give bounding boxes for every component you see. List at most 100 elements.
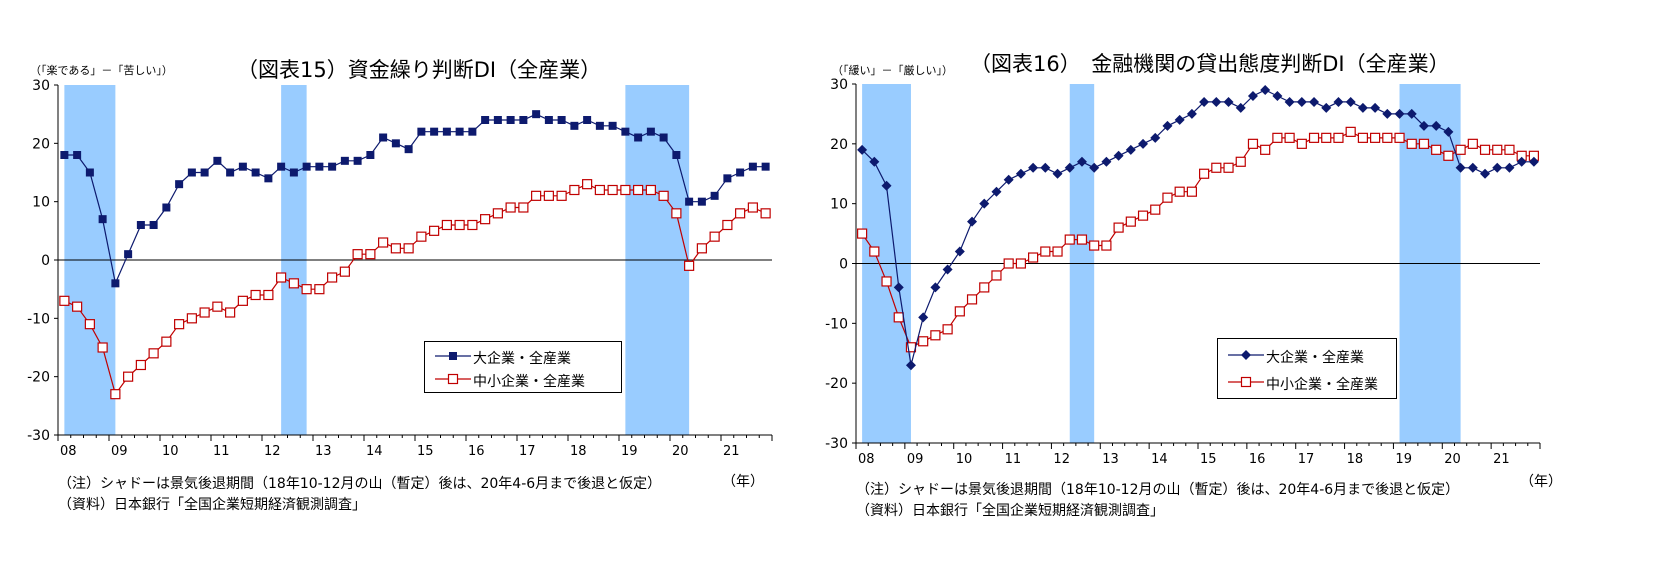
data-point bbox=[1101, 240, 1112, 251]
chart-source: （資料）日本銀行「全国企業短期経済観測調査」 bbox=[856, 503, 1164, 519]
data-point bbox=[954, 246, 965, 257]
data-point bbox=[1357, 132, 1368, 143]
data-point bbox=[467, 219, 478, 231]
legend-marker-small bbox=[1228, 376, 1264, 388]
data-point bbox=[857, 228, 868, 239]
data-point bbox=[893, 312, 904, 323]
x-tick-label: 20 bbox=[672, 444, 689, 459]
x-tick-label: 14 bbox=[366, 444, 383, 459]
data-point bbox=[1443, 150, 1454, 161]
data-point bbox=[186, 313, 197, 324]
data-point bbox=[111, 279, 120, 288]
data-point bbox=[315, 162, 324, 171]
data-point bbox=[59, 295, 70, 306]
data-point bbox=[930, 282, 941, 293]
data-point bbox=[569, 184, 580, 196]
data-point bbox=[1370, 102, 1381, 113]
data-point bbox=[991, 270, 1002, 281]
data-point bbox=[73, 151, 82, 159]
data-point bbox=[1394, 108, 1405, 119]
y-tick-label: -30 bbox=[27, 428, 50, 444]
data-point bbox=[1431, 120, 1442, 131]
data-point bbox=[339, 266, 350, 277]
data-point bbox=[416, 231, 427, 242]
chart-title: （図表16） 金融機関の貸出態度判断DI（全産業） bbox=[970, 52, 1450, 76]
data-point bbox=[881, 276, 892, 287]
data-point bbox=[930, 330, 941, 341]
data-point bbox=[328, 162, 337, 171]
data-point bbox=[633, 184, 644, 196]
data-point bbox=[238, 162, 247, 171]
data-point bbox=[1480, 168, 1491, 179]
y-tick-label: 30 bbox=[830, 77, 848, 93]
data-point bbox=[430, 127, 439, 136]
data-point bbox=[1150, 204, 1161, 215]
chart-note: （注）シャドーは景気後退期間（18年10-12月の山（暫定）後は、20年4-6月… bbox=[856, 482, 1460, 498]
y-tick-label: -20 bbox=[825, 376, 848, 392]
legend-label: 中小企業・全産業 bbox=[473, 374, 585, 390]
chart-plot-15: 30 20 10 0 -10 -20 -30 08 09 10 11 12 13 14 15 16 17 18 19… bbox=[27, 78, 773, 459]
x-tick-label: 15 bbox=[417, 444, 434, 459]
data-point bbox=[353, 156, 362, 165]
data-point bbox=[1284, 132, 1295, 143]
data-point bbox=[570, 121, 579, 130]
data-point bbox=[594, 184, 605, 196]
x-tick-label: 13 bbox=[315, 444, 332, 459]
data-point bbox=[403, 243, 414, 254]
data-point bbox=[621, 127, 630, 136]
chart-source: （資料）日本銀行「全国企業短期経済観測調査」 bbox=[58, 497, 366, 513]
data-point bbox=[187, 168, 196, 177]
data-point bbox=[1345, 126, 1356, 137]
chart-panel-15: （図表15）資金繰り判断DI（全産業） （「楽である」－「苦しい」） 30 20 1… bbox=[27, 58, 773, 513]
data-point bbox=[365, 249, 376, 260]
data-point bbox=[1309, 96, 1320, 107]
data-point bbox=[659, 133, 668, 142]
data-point bbox=[378, 237, 389, 248]
data-point bbox=[1113, 222, 1124, 233]
x-tick-label: 08 bbox=[60, 444, 77, 459]
data-point bbox=[1247, 90, 1258, 101]
data-point bbox=[979, 282, 990, 293]
data-point bbox=[1455, 162, 1466, 173]
data-point bbox=[1076, 156, 1087, 167]
data-point bbox=[684, 260, 695, 271]
data-point bbox=[1260, 144, 1271, 155]
data-point bbox=[1211, 96, 1222, 107]
data-point bbox=[1333, 132, 1344, 143]
data-point bbox=[1174, 186, 1185, 197]
data-point bbox=[174, 319, 185, 330]
data-point bbox=[136, 221, 145, 229]
data-point bbox=[1235, 102, 1246, 113]
x-tick-label: 11 bbox=[1005, 452, 1022, 467]
data-point bbox=[442, 127, 451, 136]
data-point bbox=[748, 162, 757, 171]
data-point bbox=[1284, 96, 1295, 107]
data-point bbox=[869, 246, 880, 257]
data-point bbox=[1125, 144, 1136, 155]
y-tick-label: -30 bbox=[825, 436, 848, 452]
legend-marker-large bbox=[435, 352, 471, 360]
data-point bbox=[263, 289, 274, 301]
data-point bbox=[1028, 162, 1039, 173]
data-point bbox=[1223, 96, 1234, 107]
data-point bbox=[124, 250, 133, 259]
data-point bbox=[1516, 156, 1527, 167]
data-point bbox=[1528, 156, 1539, 167]
data-point bbox=[645, 184, 656, 196]
legend-marker-large bbox=[1228, 350, 1264, 360]
data-point bbox=[519, 116, 528, 124]
data-point bbox=[1223, 162, 1234, 173]
data-point bbox=[1467, 162, 1478, 173]
data-point bbox=[250, 289, 261, 301]
data-point bbox=[1138, 138, 1149, 149]
x-tick-label: 17 bbox=[519, 444, 536, 459]
data-point bbox=[213, 156, 222, 165]
data-point bbox=[685, 197, 694, 206]
data-point bbox=[620, 184, 631, 196]
data-point bbox=[481, 116, 490, 124]
data-point bbox=[212, 301, 223, 312]
data-point bbox=[1296, 96, 1307, 107]
y-tick-label: -20 bbox=[27, 370, 50, 386]
data-point bbox=[556, 190, 567, 201]
data-point bbox=[492, 208, 503, 219]
